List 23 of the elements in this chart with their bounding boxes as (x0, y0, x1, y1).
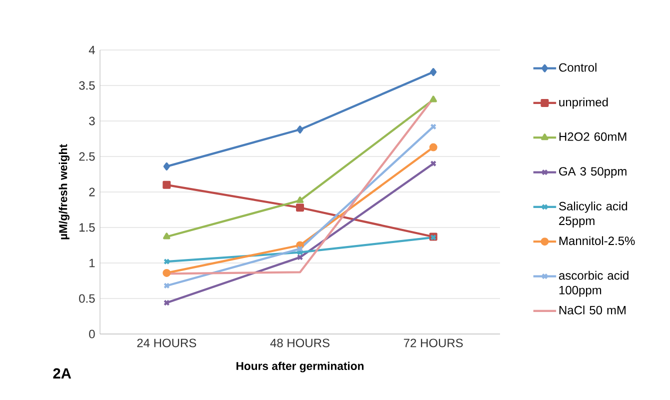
y-tick-label: 3 (89, 116, 95, 126)
y-axis-title: µM/g/fresh weight (58, 144, 70, 240)
y-tick-label: 0 (89, 330, 95, 338)
x-axis-title: Hours after germination (236, 362, 364, 372)
y-tick-label: 1.5 (80, 223, 95, 232)
text: 2A (53, 368, 72, 378)
legend-label: Control (559, 62, 596, 72)
x-tick-label: 72 HOURS (404, 338, 463, 348)
y-tick-label: 2 (89, 188, 95, 196)
legend-label: GA 3 50ppm (559, 167, 626, 178)
y-tick-label: 4 (88, 46, 95, 54)
legend-label: H2O2 60mM (559, 132, 626, 141)
legend-label: ascorbic acid 100ppm (559, 270, 628, 297)
y-tick-label: 2.5 (79, 152, 95, 161)
legend-label: unprimed (559, 98, 608, 109)
x-tick-label: 24 HOURS (137, 338, 196, 348)
y-tick-label: 0.5 (79, 294, 95, 303)
y-tick-label: 3.5 (79, 81, 95, 90)
x-tick-label: 48 HOURS (270, 338, 330, 348)
legend-label: NaCl 50 mM (559, 306, 626, 314)
legend-label: Salicylic acid 25ppm (559, 202, 628, 228)
y-tick-label: 1 (90, 258, 95, 268)
legend-label: Mannitol-2.5% (559, 236, 635, 246)
